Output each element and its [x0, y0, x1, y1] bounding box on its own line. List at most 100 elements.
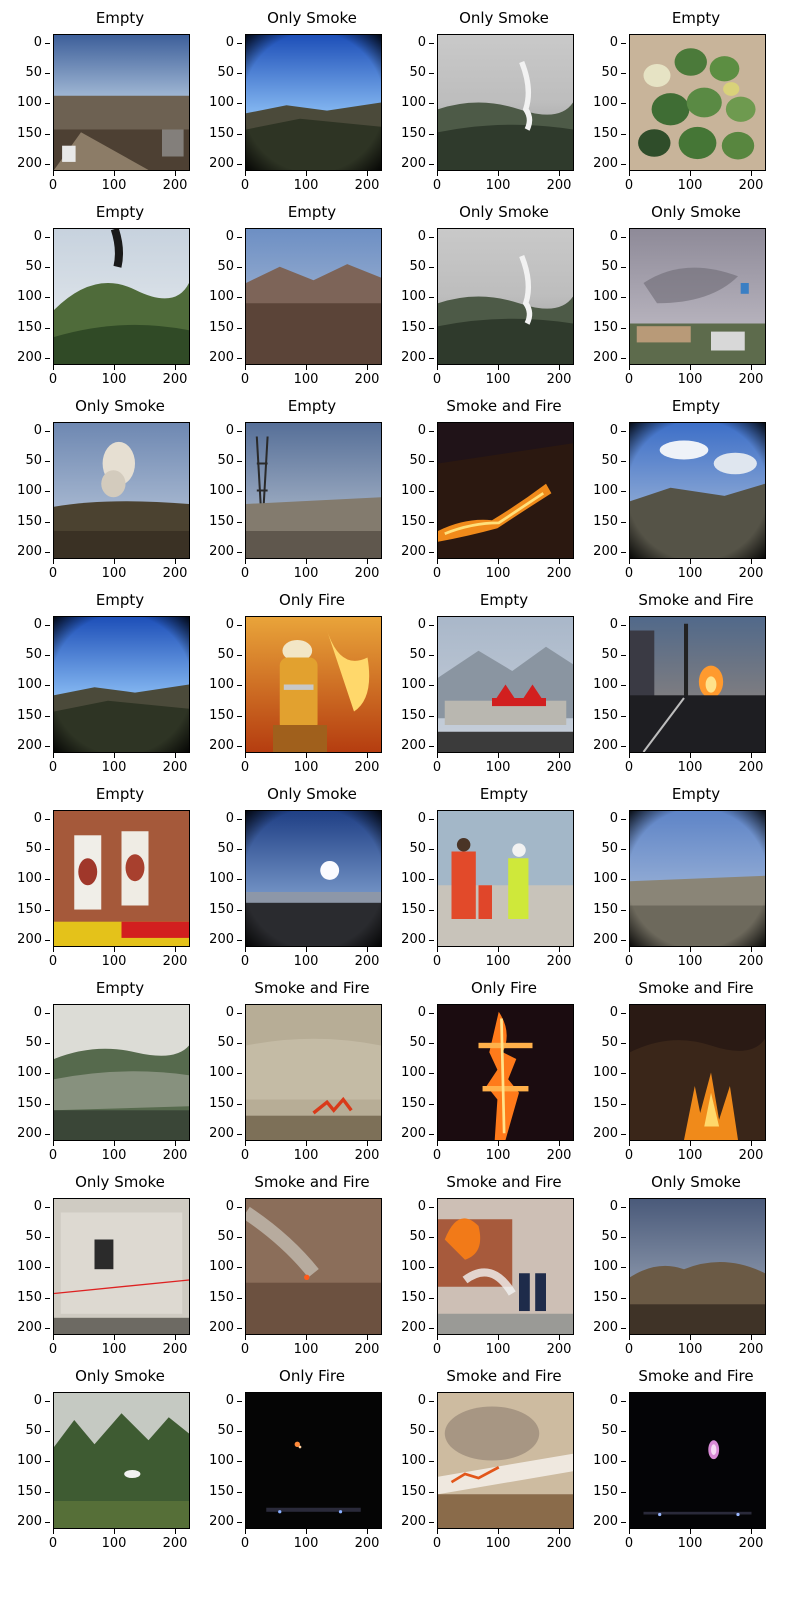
y-tick-label: 100 [384, 678, 434, 692]
y-tick-label: 150 [576, 1291, 626, 1305]
y-tick-label: 100 [0, 1454, 50, 1468]
y-tick-label: 0 [0, 36, 50, 50]
x-tick-label: 0 [609, 559, 649, 581]
y-tick-label: 0 [0, 1200, 50, 1214]
panel-title: Only Fire [279, 1367, 345, 1385]
x-tick-label: 0 [225, 1529, 265, 1551]
y-tick-label: 150 [576, 709, 626, 723]
image-panel: Empty 0 50 100 150 200 0 100 200 [192, 388, 382, 581]
y-tick-label: 0 [192, 1394, 242, 1408]
panel-image [53, 1198, 190, 1335]
x-tick-label: 0 [33, 753, 73, 775]
x-tick-label: 200 [347, 171, 387, 193]
y-tick-label: 0 [576, 1006, 626, 1020]
y-tick-label: 100 [0, 484, 50, 498]
y-tick-label: 0 [384, 812, 434, 826]
image-panel: Empty 0 50 100 150 200 0 100 200 [576, 388, 766, 581]
image-panel: Only Smoke 0 50 100 150 200 0 100 200 [576, 1164, 766, 1357]
panel-image [629, 228, 766, 365]
y-tick-label: 0 [384, 36, 434, 50]
image-panel: Empty 0 50 100 150 200 0 100 200 [576, 776, 766, 969]
image-panel: Empty 0 50 100 150 200 0 100 200 [192, 194, 382, 387]
x-tick-label: 100 [670, 365, 710, 387]
x-tick-label: 200 [155, 171, 195, 193]
x-tick-label: 200 [731, 753, 771, 775]
panel-image [629, 34, 766, 171]
y-tick-label: 150 [384, 321, 434, 335]
x-tick-label: 200 [347, 753, 387, 775]
y-tick-label: 150 [576, 1097, 626, 1111]
y-tick-label: 0 [576, 36, 626, 50]
x-tick-label: 100 [286, 171, 326, 193]
y-tick-label: 0 [0, 618, 50, 632]
panel-title: Smoke and Fire [638, 979, 754, 997]
y-tick-label: 0 [192, 1006, 242, 1020]
panel-image [53, 422, 190, 559]
panel-image [53, 810, 190, 947]
x-tick-label: 0 [417, 1141, 457, 1163]
y-tick-label: 150 [384, 515, 434, 529]
x-tick-label: 100 [94, 753, 134, 775]
panel-image [53, 1392, 190, 1529]
panel-image [437, 810, 574, 947]
x-tick-label: 0 [225, 947, 265, 969]
x-tick-label: 100 [94, 1529, 134, 1551]
y-tick-label: 150 [192, 1097, 242, 1111]
image-panel: Smoke and Fire 0 50 100 150 200 0 100 200 [576, 1358, 766, 1551]
x-tick-label: 200 [539, 1529, 579, 1551]
x-tick-label: 100 [286, 365, 326, 387]
y-tick-label: 0 [192, 230, 242, 244]
y-tick-label: 50 [384, 648, 434, 662]
y-tick-label: 200 [576, 351, 626, 365]
x-tick-label: 0 [33, 1141, 73, 1163]
image-panel: Only Smoke 0 50 100 150 200 0 100 200 [192, 0, 382, 193]
y-tick-label: 0 [0, 1006, 50, 1020]
panel-image [53, 34, 190, 171]
y-tick-label: 150 [384, 127, 434, 141]
y-tick-label: 100 [576, 1454, 626, 1468]
y-tick-label: 200 [0, 1321, 50, 1335]
y-tick-label: 150 [192, 1485, 242, 1499]
x-tick-label: 100 [94, 1335, 134, 1357]
x-tick-label: 100 [94, 1141, 134, 1163]
x-tick-label: 0 [417, 1335, 457, 1357]
panel-image [437, 228, 574, 365]
y-tick-label: 200 [192, 351, 242, 365]
y-tick-label: 200 [0, 1127, 50, 1141]
y-tick-label: 150 [384, 709, 434, 723]
x-tick-label: 100 [94, 947, 134, 969]
x-tick-label: 100 [670, 1335, 710, 1357]
image-panel: Empty 0 50 100 150 200 0 100 200 [0, 194, 190, 387]
y-tick-label: 200 [384, 1321, 434, 1335]
x-tick-label: 200 [155, 365, 195, 387]
x-tick-label: 200 [731, 1141, 771, 1163]
x-tick-label: 200 [731, 947, 771, 969]
y-tick-label: 150 [384, 1485, 434, 1499]
panel-title: Only Fire [471, 979, 537, 997]
x-tick-label: 200 [347, 1335, 387, 1357]
y-tick-label: 150 [0, 709, 50, 723]
x-tick-label: 0 [609, 947, 649, 969]
x-tick-label: 200 [731, 1335, 771, 1357]
y-tick-label: 200 [384, 545, 434, 559]
x-tick-label: 200 [539, 171, 579, 193]
x-tick-label: 100 [286, 1335, 326, 1357]
x-tick-label: 0 [609, 1141, 649, 1163]
y-tick-label: 100 [0, 872, 50, 886]
x-tick-label: 0 [417, 171, 457, 193]
y-tick-label: 200 [384, 1127, 434, 1141]
x-tick-label: 200 [539, 753, 579, 775]
image-panel: Smoke and Fire 0 50 100 150 200 0 100 200 [192, 970, 382, 1163]
panel-image [437, 616, 574, 753]
x-tick-label: 200 [731, 365, 771, 387]
y-tick-label: 100 [0, 1066, 50, 1080]
y-tick-label: 200 [384, 157, 434, 171]
x-tick-label: 0 [417, 753, 457, 775]
x-tick-label: 100 [478, 171, 518, 193]
y-tick-label: 0 [384, 1394, 434, 1408]
x-tick-label: 0 [225, 559, 265, 581]
y-tick-label: 50 [192, 1230, 242, 1244]
y-tick-label: 200 [384, 933, 434, 947]
y-tick-label: 200 [576, 1127, 626, 1141]
